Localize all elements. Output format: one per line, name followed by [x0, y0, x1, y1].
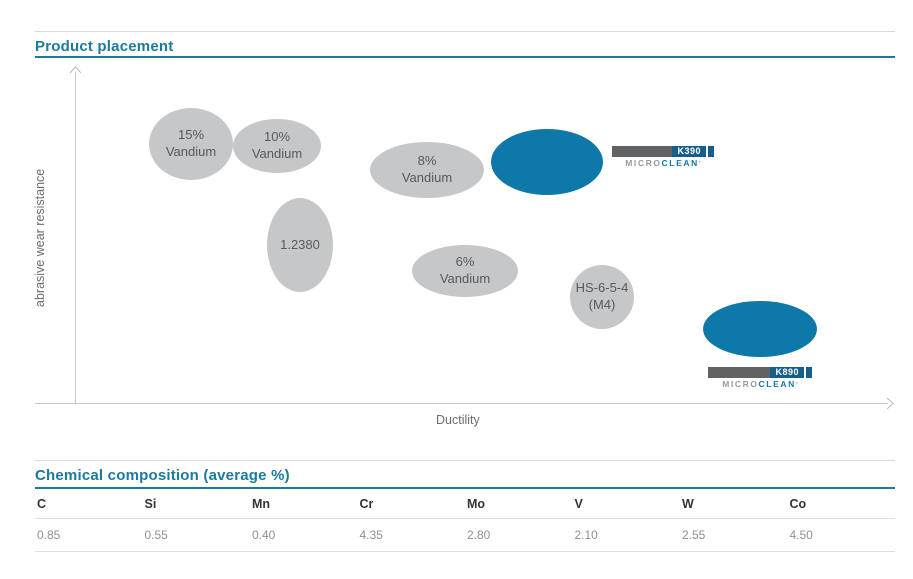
k890-logo-bar-gray — [708, 367, 771, 378]
k890-logo-bar: K890 — [708, 367, 812, 378]
composition-column-header: Mo — [467, 497, 486, 511]
bubble-label-line: 10% — [263, 129, 291, 145]
bubble-10-vandium: 10% Vandium — [233, 119, 321, 173]
composition-column-header: V — [574, 497, 583, 511]
bubble-6-vandium: 6% Vandium — [412, 245, 518, 297]
bubble-8-vandium: 8% Vandium — [370, 142, 484, 198]
composition-value: 4.50 — [789, 528, 813, 542]
composition-column-header: Mn — [252, 497, 271, 511]
composition-value: 4.35 — [359, 528, 383, 542]
k390-logo-bar-cap — [708, 146, 714, 157]
bubble-1-2380: 1.2380 — [267, 198, 333, 292]
composition-value: 2.10 — [574, 528, 598, 542]
placement-chart: abrasive wear resistance Ductility 15% Va… — [0, 60, 913, 430]
composition-table: C Si Mn Cr Mo V W Co 0.85 0.55 0.40 4.35 2.80 2.10 2.… — [35, 489, 895, 552]
wordmark-clean: CLEAN — [661, 158, 699, 168]
composition-divider — [35, 460, 895, 461]
bubble-label-line: HS-6-5-4 — [575, 280, 629, 296]
x-axis-label: Ductility — [436, 413, 480, 427]
wordmark-micro: MICRO — [625, 158, 662, 168]
k390-product-name: K390 — [672, 146, 706, 157]
k390-microclean-wordmark: MICROCLEANʼ — [612, 158, 714, 168]
k890-product-name: K890 — [770, 367, 804, 378]
top-divider — [35, 31, 895, 32]
composition-value: 2.55 — [682, 528, 706, 542]
k390-logo-bar: K390 — [612, 146, 714, 157]
composition-title-underline — [35, 487, 895, 489]
bubble-label-line: (M4) — [588, 297, 616, 312]
bubble-label-line: 6% — [455, 254, 475, 270]
bubble-label-line: 15% — [177, 127, 205, 143]
wordmark-micro: MICRO — [722, 379, 759, 389]
bubble-15-vandium: 15% Vandium — [149, 108, 233, 180]
composition-value: 0.40 — [252, 528, 276, 542]
composition-column-header: Cr — [359, 497, 374, 511]
composition-values-row: 0.85 0.55 0.40 4.35 2.80 2.10 2.55 4.50 — [35, 519, 895, 552]
x-axis-line — [35, 403, 888, 404]
bubble-label-line: 1.2380 — [280, 236, 320, 252]
composition-column-header: Co — [789, 497, 807, 511]
bubble-k390 — [491, 129, 603, 195]
composition-column-header: W — [682, 497, 694, 511]
bubble-label-line: Vandium — [439, 271, 491, 286]
k390-logo: K390 MICROCLEANʼ — [612, 146, 714, 168]
bubble-layer: 15% Vandium 10% Vandium 1.2380 8% Vandium 6% Van… — [149, 108, 817, 357]
bubble-label-line: Vandium — [401, 170, 453, 185]
placement-section-title: Product placement — [35, 38, 174, 55]
composition-header-row: C Si Mn Cr Mo V W Co — [35, 489, 895, 519]
y-axis-arrow-icon — [69, 66, 82, 74]
composition-value: 0.55 — [144, 528, 168, 542]
composition-column-header: C — [37, 497, 47, 511]
y-axis-line — [75, 72, 76, 403]
k390-logo-bar-gray — [612, 146, 673, 157]
composition-value: 0.85 — [37, 528, 61, 542]
k890-microclean-wordmark: MICROCLEANʼ — [708, 379, 812, 389]
k890-logo-bar-cap — [806, 367, 812, 378]
bubble-hs-6-5-4-m4: HS-6-5-4 (M4) — [570, 265, 634, 329]
bubble-label-line: Vandium — [251, 146, 303, 161]
wordmark-clean: CLEAN — [758, 379, 796, 389]
bubble-label-line: 8% — [417, 153, 437, 169]
composition-section-title: Chemical composition (average %) — [35, 467, 290, 484]
wordmark-trademark: ʼ — [698, 161, 701, 168]
wordmark-trademark: ʼ — [795, 382, 798, 389]
bubble-label-line: Vandium — [165, 144, 217, 159]
bubble-k890 — [703, 301, 817, 357]
k890-logo: K890 MICROCLEANʼ — [708, 367, 812, 389]
placement-title-underline — [35, 56, 895, 58]
x-axis-arrow-icon — [886, 397, 894, 410]
composition-column-header: Si — [144, 497, 157, 511]
composition-value: 2.80 — [467, 528, 491, 542]
